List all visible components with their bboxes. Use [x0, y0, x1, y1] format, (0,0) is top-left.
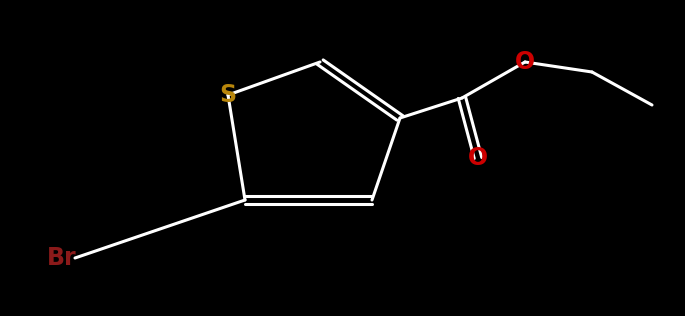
Text: O: O [468, 146, 488, 170]
Text: Br: Br [47, 246, 76, 270]
Text: O: O [515, 50, 535, 74]
Text: S: S [219, 83, 236, 107]
